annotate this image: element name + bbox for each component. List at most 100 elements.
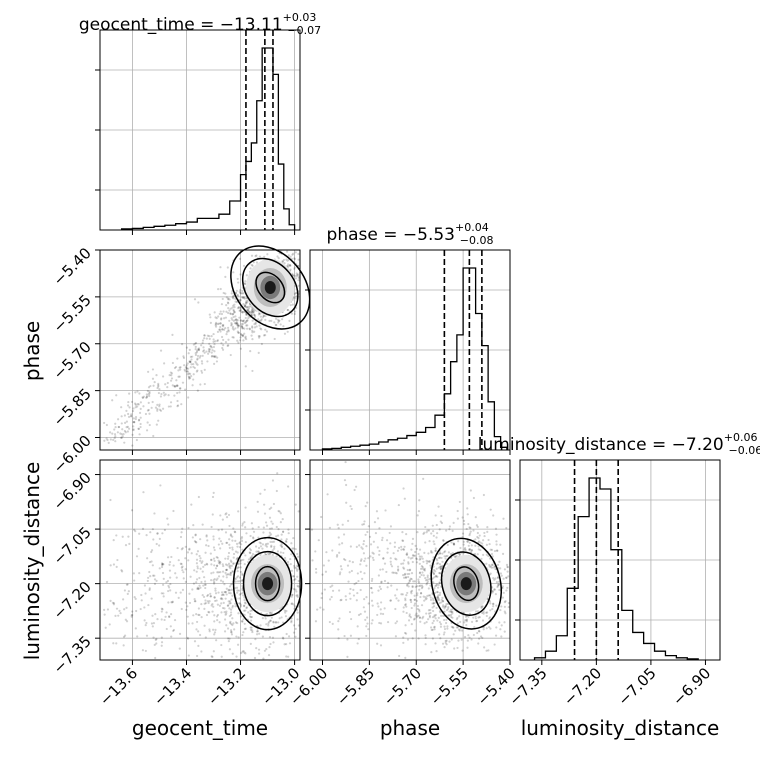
scatter-point [386, 586, 389, 589]
scatter-point [501, 596, 504, 599]
scatter-point [433, 614, 436, 617]
scatter-point [329, 585, 332, 588]
scatter-point [410, 600, 413, 604]
scatter-point [255, 633, 259, 636]
scatter-point [146, 557, 149, 560]
scatter-point [216, 322, 219, 326]
scatter-point [251, 264, 254, 267]
scatter-point [493, 588, 496, 591]
scatter-point [296, 611, 299, 614]
scatter-point [236, 293, 239, 297]
scatter-point [133, 596, 136, 599]
scatter-point [179, 366, 182, 369]
scatter-point [222, 310, 225, 313]
scatter-point [488, 617, 491, 620]
scatter-point [293, 266, 296, 269]
scatter-point [151, 368, 155, 371]
scatter-point [113, 428, 116, 431]
scatter-point [344, 595, 347, 598]
scatter-point [226, 541, 229, 544]
scatter-point [470, 620, 474, 623]
scatter-point [167, 405, 170, 408]
scatter-point [195, 541, 198, 544]
scatter-point [162, 563, 165, 566]
scatter-point [432, 581, 435, 584]
scatter-point [238, 316, 241, 319]
scatter-point [132, 407, 135, 410]
scatter-point [236, 551, 239, 554]
scatter-point [287, 485, 290, 488]
scatter-point [497, 580, 501, 583]
scatter-point [451, 529, 454, 532]
scatter-point [114, 614, 117, 618]
scatter-point [448, 528, 451, 531]
scatter-point [228, 524, 231, 528]
scatter-point [232, 562, 235, 565]
scatter-point [125, 583, 129, 586]
scatter-point [507, 605, 510, 609]
scatter-point [213, 581, 216, 584]
scatter-point [169, 405, 172, 408]
scatter-point [197, 301, 200, 304]
scatter-point [295, 568, 298, 571]
scatter-point [156, 407, 159, 411]
scatter-point [443, 618, 446, 622]
scatter-point [451, 616, 454, 619]
scatter-point [124, 431, 127, 434]
scatter-point [224, 613, 227, 616]
scatter-point [467, 544, 470, 547]
scatter-point [212, 650, 215, 653]
scatter-point [270, 545, 273, 549]
scatter-point [276, 550, 280, 553]
scatter-point [478, 630, 481, 633]
scatter-point [282, 637, 285, 640]
scatter-point [264, 333, 267, 337]
scatter-point [355, 485, 358, 488]
panel-phase-vs-luminosity_distance: −6.00 −5.85 −5.70 −5.55 −5.40 [286, 459, 519, 709]
scatter-point [432, 599, 435, 602]
scatter-point [362, 543, 365, 546]
scatter-point [250, 310, 253, 313]
scatter-point [389, 560, 392, 563]
scatter-point [259, 542, 262, 545]
scatter-point [191, 588, 194, 591]
scatter-point [407, 562, 410, 565]
scatter-point [244, 282, 247, 285]
scatter-point [195, 578, 199, 581]
scatter-point [230, 292, 233, 295]
scatter-point [432, 572, 436, 576]
scatter-point [414, 544, 417, 547]
scatter-point [103, 608, 106, 611]
scatter-point [275, 535, 278, 538]
scatter-point [257, 351, 260, 355]
scatter-point [251, 331, 254, 334]
scatter-point [466, 513, 469, 516]
scatter-point [438, 572, 441, 575]
scatter-point [252, 537, 255, 540]
scatter-point [235, 542, 239, 545]
scatter-point [192, 378, 195, 381]
scatter-point [505, 576, 508, 580]
scatter-point [187, 367, 190, 370]
scatter-point [168, 586, 171, 589]
scatter-point [249, 609, 252, 612]
scatter-point [389, 563, 393, 566]
scatter-point [282, 551, 285, 555]
scatter-point [187, 352, 190, 355]
scatter-point [418, 548, 422, 551]
title-geocent_time-plus: +0.03 [283, 11, 317, 24]
scatter-point [253, 313, 256, 316]
scatter-point [483, 534, 486, 538]
scatter-point [353, 488, 356, 492]
scatter-point [195, 370, 198, 373]
scatter-point [123, 441, 126, 444]
scatter-point [404, 603, 407, 607]
scatter-point [175, 576, 178, 579]
scatter-point [154, 406, 158, 409]
scatter-point [346, 564, 350, 567]
scatter-point [496, 576, 500, 579]
scatter-point [221, 598, 224, 601]
scatter-point [193, 540, 197, 543]
scatter-point [234, 580, 237, 583]
scatter-point [278, 617, 281, 620]
